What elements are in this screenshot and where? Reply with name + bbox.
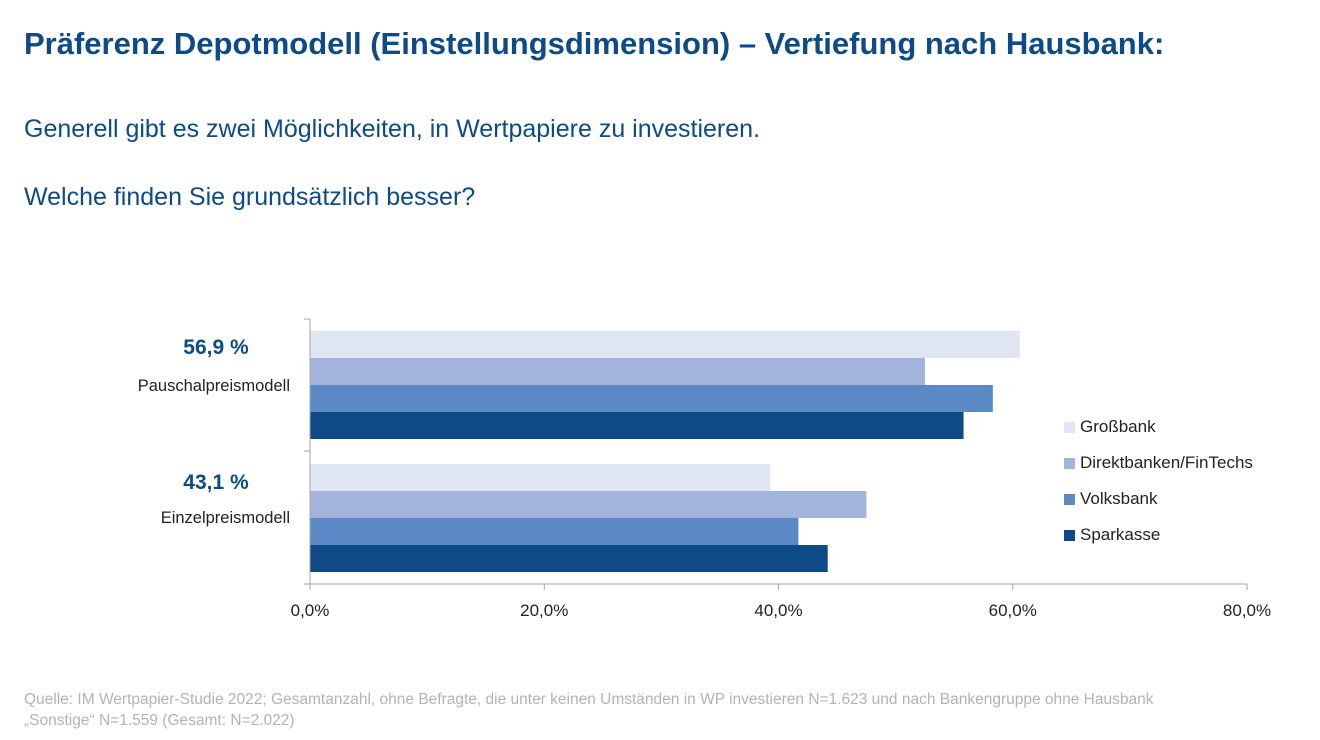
legend-item-sparkasse: Sparkasse	[1064, 517, 1253, 553]
x-tick-label-1: 20,0%	[520, 601, 568, 620]
bar-einzelpreismodell-gro-bank	[310, 464, 771, 491]
source-line-2: „Sonstige“ N=1.559 (Gesamt: N=2.022)	[24, 712, 295, 729]
x-tick-label-0: 0,0%	[291, 601, 330, 620]
bar-pauschalpreismodell-direktbanken-fintechs	[310, 358, 925, 385]
bar-einzelpreismodell-sparkasse	[310, 545, 828, 572]
category-label-pauschalpreismodell: Pauschalpreismodell	[138, 377, 290, 395]
bar-pauschalpreismodell-sparkasse	[310, 412, 964, 439]
legend-swatch	[1064, 493, 1075, 505]
legend-label: Großbank	[1080, 417, 1156, 436]
source-note: Quelle: IM Wertpapier-Studie 2022; Gesam…	[24, 689, 1294, 731]
x-tick-label-4: 80,0%	[1223, 601, 1271, 620]
question-text-line-1: Generell gibt es zwei Möglichkeiten, in …	[24, 115, 761, 143]
legend-label: Direktbanken/FinTechs	[1080, 453, 1253, 472]
category-total-einzelpreismodell: 43,1 %	[183, 471, 249, 494]
chart-bars	[310, 331, 1020, 572]
chart-labels: 0,0% 20,0% 40,0% 60,0% 80,0% 56,9 % Pauschalpr…	[138, 336, 1271, 620]
legend-label: Sparkasse	[1080, 525, 1161, 544]
x-tick-label-3: 60,0%	[989, 601, 1037, 620]
chart-legend: Großbank Direktbanken/FinTechs Volksbank Sp…	[1064, 409, 1253, 553]
source-line-1: Quelle: IM Wertpapier-Studie 2022; Gesam…	[24, 691, 1154, 708]
bar-pauschalpreismodell-gro-bank	[310, 331, 1020, 358]
legend-item-gro-bank: Großbank	[1064, 409, 1253, 445]
legend-item-direktbanken-fintechs: Direktbanken/FinTechs	[1064, 445, 1253, 481]
category-total-pauschalpreismodell: 56,9 %	[183, 336, 249, 359]
bar-pauschalpreismodell-volksbank	[310, 385, 993, 412]
x-tick-label-2: 40,0%	[754, 601, 802, 620]
legend-swatch	[1064, 457, 1075, 469]
bar-chart: 0,0% 20,0% 40,0% 60,0% 80,0% 56,9 % Pauschalpr…	[138, 318, 1271, 620]
chart-axes	[304, 318, 1248, 590]
legend-swatch	[1064, 421, 1075, 433]
page-title: Präferenz Depotmodell (Einstellungsdimen…	[24, 26, 1165, 61]
question-text-line-2: Welche finden Sie grundsätzlich besser?	[24, 183, 476, 211]
legend-item-volksbank: Volksbank	[1064, 481, 1253, 517]
legend-label: Volksbank	[1080, 489, 1158, 508]
category-label-einzelpreismodell: Einzelpreismodell	[161, 509, 290, 527]
bar-einzelpreismodell-direktbanken-fintechs	[310, 491, 867, 518]
legend-swatch	[1064, 529, 1075, 541]
bar-einzelpreismodell-volksbank	[310, 518, 799, 545]
